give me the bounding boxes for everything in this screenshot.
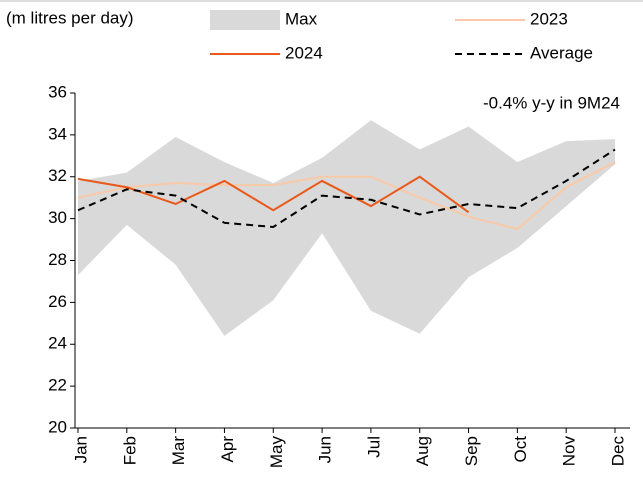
x-tick-label: Jul <box>364 436 383 458</box>
y-tick-label: 22 <box>48 376 67 395</box>
line-1 <box>77 175 470 214</box>
x-tick-label: Oct <box>511 436 530 463</box>
x-tick-label: Apr <box>218 436 237 463</box>
line-2 <box>77 148 616 229</box>
legend-label: 2024 <box>285 43 323 62</box>
y-tick-label: 34 <box>48 124 67 143</box>
x-tick-label: Jan <box>71 436 90 463</box>
x-tick-label: Mar <box>169 436 188 466</box>
legend-label: Average <box>530 43 593 62</box>
y-tick-label: 24 <box>48 334 67 353</box>
unit-label: (m litres per day) <box>6 8 134 27</box>
legend-label: Max <box>285 9 318 28</box>
x-tick-label: Sep <box>462 436 481 466</box>
legend-swatch <box>210 10 280 30</box>
y-tick-label: 32 <box>48 166 67 185</box>
x-tick-label: Nov <box>560 436 579 467</box>
annotation: -0.4% y-y in 9M24 <box>483 93 620 112</box>
y-tick-label: 28 <box>48 250 67 269</box>
y-tick-label: 30 <box>48 208 67 227</box>
max-band <box>78 120 615 336</box>
x-tick-label: Dec <box>608 436 627 467</box>
legend-label: 2023 <box>530 9 568 28</box>
x-tick-label: Feb <box>120 436 139 465</box>
y-tick-label: 26 <box>48 292 67 311</box>
y-tick-label: 20 <box>48 417 67 436</box>
line-0 <box>77 161 616 231</box>
y-tick-label: 36 <box>48 82 67 101</box>
x-tick-label: May <box>267 436 286 469</box>
x-tick-label: Jun <box>316 436 335 463</box>
x-tick-label: Aug <box>413 436 432 466</box>
